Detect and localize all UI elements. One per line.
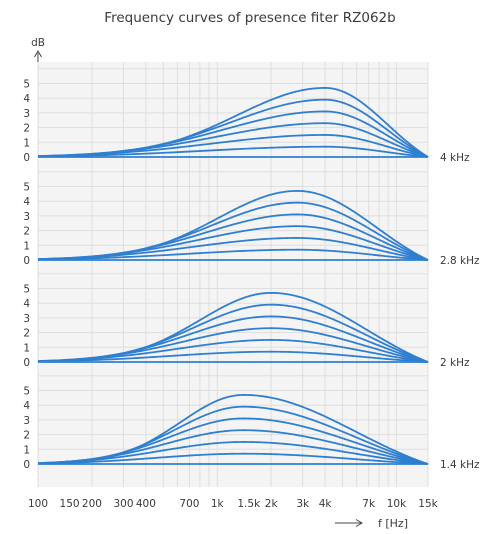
series-line xyxy=(37,394,429,465)
y-tick-label: 5 xyxy=(23,284,30,296)
x-tick-label: 300 xyxy=(113,498,133,510)
y-tick-label: 1 xyxy=(23,137,30,149)
panel: 0 1 2 3 4 5 2.8 kHz xyxy=(23,182,480,268)
panel-label: 2 kHz xyxy=(440,357,470,369)
y-tick-label: 2 xyxy=(23,328,30,340)
y-tick-label: 1 xyxy=(23,342,30,354)
x-tick-label: 2k xyxy=(265,498,279,510)
panel-label: 4 kHz xyxy=(440,152,470,164)
y-tick-label: 3 xyxy=(23,108,30,120)
series-line xyxy=(37,350,429,363)
panel-label: 1.4 kHz xyxy=(440,459,480,471)
panel-label: 2.8 kHz xyxy=(440,255,480,267)
y-tick-label: 2 xyxy=(23,226,30,238)
y-tick-label: 4 xyxy=(23,93,30,105)
series-line xyxy=(37,145,429,158)
x-tick-label: 200 xyxy=(82,498,102,510)
panel: 0 1 2 3 4 5 4 kHz xyxy=(23,79,470,165)
y-tick-label: 1 xyxy=(23,444,30,456)
y-tick-label: 5 xyxy=(23,386,30,398)
y-tick-label: 5 xyxy=(23,79,30,91)
y-tick-label: 0 xyxy=(23,152,30,164)
series-line xyxy=(37,87,429,158)
y-tick-label: 0 xyxy=(23,459,30,471)
y-tick-label: 4 xyxy=(23,298,30,310)
y-tick-label: 3 xyxy=(23,415,30,427)
x-tick-label: 10k xyxy=(387,498,407,510)
x-tick-label: 150 xyxy=(60,498,80,510)
x-tick-label: 700 xyxy=(179,498,199,510)
y-tick-label: 4 xyxy=(23,400,30,412)
x-tick-label: 3k xyxy=(296,498,310,510)
series-line xyxy=(37,248,429,261)
y-tick-label: 3 xyxy=(23,313,30,325)
x-tick-label: 7k xyxy=(362,498,376,510)
x-tick-label: 400 xyxy=(136,498,156,510)
y-tick-label: 1 xyxy=(23,240,30,252)
series-line xyxy=(37,190,429,261)
series-line xyxy=(37,292,429,363)
panel: 0 1 2 3 4 5 1.4 kHz xyxy=(23,386,480,472)
x-axis-arrow xyxy=(335,519,363,527)
x-tick-label: 15k xyxy=(418,498,438,510)
y-tick-label: 2 xyxy=(23,430,30,442)
panels: 0 1 2 3 4 5 4 kHz 0 1 2 3 4 5 2.8 kHz 0 1 2 3 4 5 2 kHz 0 1 2 3 4… xyxy=(23,79,480,472)
y-tick-label: 5 xyxy=(23,182,30,194)
y-tick-label: 0 xyxy=(23,357,30,369)
y-tick-label: 2 xyxy=(23,123,30,135)
y-tick-label: 4 xyxy=(23,196,30,208)
panel: 0 1 2 3 4 5 2 kHz xyxy=(23,284,470,370)
x-tick-label: 1.5k xyxy=(237,498,261,510)
x-tick-label: 100 xyxy=(28,498,48,510)
x-tick-label: 1k xyxy=(211,498,225,510)
x-tick-label: 4k xyxy=(319,498,333,510)
series-line xyxy=(37,452,429,465)
x-tick-labels: 100 150 200 300 400 700 1k 1.5k 2k 3k 4k 7k 10k 15k xyxy=(28,498,439,510)
x-axis-label: f [Hz] xyxy=(378,517,408,530)
chart-title: Frequency curves of presence fiter RZ062… xyxy=(104,10,395,26)
y-tick-label: 0 xyxy=(23,255,30,267)
y-tick-label: 3 xyxy=(23,211,30,223)
y-unit-label: dB xyxy=(31,37,45,49)
